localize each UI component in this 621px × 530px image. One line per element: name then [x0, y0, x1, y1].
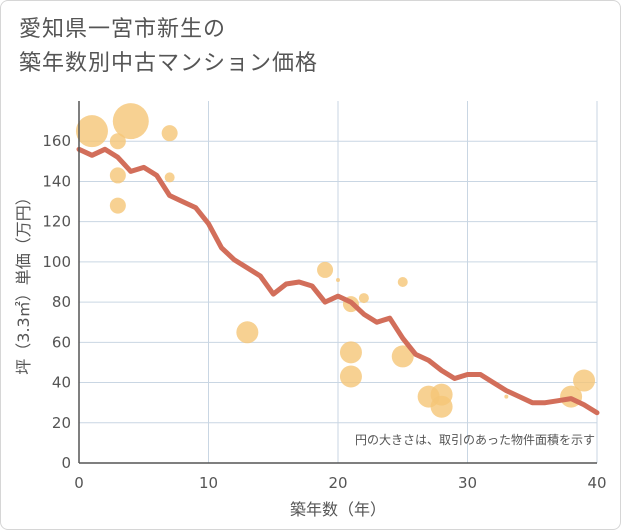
- axes: 0 10 20 30 40 0 20 40 60 80 100 120 140 160: [42, 101, 607, 492]
- bubble-point: [430, 395, 453, 418]
- bubble-size-note: 円の大きさは、取引のあった物件面積を示す: [355, 432, 595, 447]
- x-tick-label: 0: [74, 474, 84, 492]
- y-tick-label: 160: [42, 132, 71, 150]
- bubble-point: [391, 345, 414, 368]
- bubble-series: [75, 103, 596, 418]
- bubble-point: [317, 261, 334, 278]
- bubble-point: [164, 172, 175, 183]
- x-tick-label: 40: [587, 474, 606, 492]
- bubble-point: [336, 277, 340, 282]
- grid: [79, 101, 598, 463]
- bubble-point: [504, 394, 509, 399]
- y-tick-label: 140: [42, 172, 71, 190]
- chart-title: 愛知県一宮市新生の 築年数別中古マンション価格: [19, 13, 318, 81]
- bubble-point: [339, 341, 362, 364]
- y-tick-label: 20: [52, 414, 71, 432]
- bubble-point: [75, 115, 108, 148]
- y-tick-label: 40: [52, 374, 71, 392]
- bubble-point: [397, 277, 408, 287]
- x-tick-label: 10: [199, 474, 218, 492]
- bubble-point: [161, 125, 178, 142]
- trend-line: [76, 146, 600, 416]
- y-tick-label: 80: [52, 293, 71, 311]
- y-tick-label: 100: [42, 253, 71, 271]
- y-tick-label: 0: [61, 454, 71, 472]
- bubble-point: [339, 365, 362, 388]
- y-axis-title: 坪（3.3㎡）単価（万円）: [14, 189, 33, 374]
- bubble-point: [236, 321, 259, 344]
- bubble-point: [109, 133, 126, 150]
- bubble-point: [109, 167, 126, 184]
- chart-title-line2: 築年数別中古マンション価格: [19, 51, 319, 76]
- y-tick-label: 120: [42, 213, 71, 231]
- x-tick-label: 30: [458, 474, 477, 492]
- y-tick-label: 60: [52, 333, 71, 351]
- x-tick-label: 20: [328, 474, 347, 492]
- bubble-point: [112, 103, 149, 140]
- x-axis-title: 築年数（年）: [290, 500, 386, 519]
- bubble-point: [573, 369, 596, 392]
- bubble-point: [358, 293, 369, 304]
- bubble-point: [109, 197, 126, 214]
- chart-title-line1: 愛知県一宮市新生の: [19, 17, 227, 42]
